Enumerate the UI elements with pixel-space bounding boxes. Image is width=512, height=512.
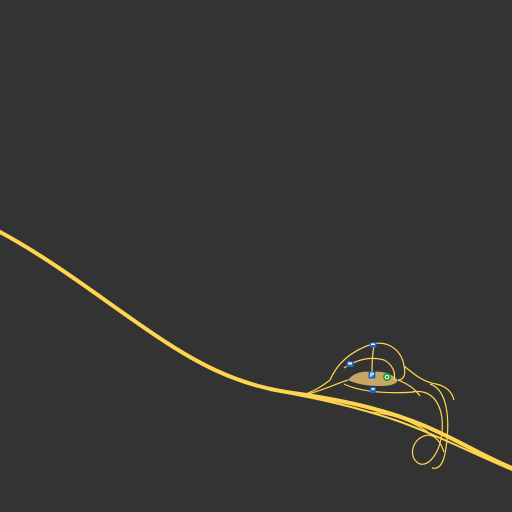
ramp-east-loop: [411, 390, 445, 465]
connector-road: [299, 379, 331, 397]
poi-fuel[interactable]: [370, 387, 376, 393]
bus-icon-glyph: [371, 343, 375, 345]
poi-parking[interactable]: P: [368, 371, 376, 380]
service-road-south: [343, 383, 415, 394]
local-road-east: [403, 365, 455, 401]
parking-icon: [368, 371, 376, 379]
motorway: [0, 230, 512, 471]
parking-label: P: [370, 372, 375, 379]
ramp-east-outer: [429, 383, 449, 469]
fuel-icon-glyph: [371, 388, 375, 390]
poi-car[interactable]: [346, 361, 354, 367]
local-road-north: [329, 342, 406, 381]
ramp-entry: [397, 379, 421, 397]
recycling-icon-glyph: [384, 374, 390, 380]
poi-recycling[interactable]: [383, 373, 391, 381]
recycling-icon: [383, 373, 391, 381]
motorway-carriageway-north: [0, 230, 512, 470]
local-road-inner: [343, 357, 396, 381]
parallel-road-south: [369, 411, 429, 433]
fuel-icon: [370, 387, 376, 393]
motorway-carriageway-south: [269, 389, 512, 471]
poi-bus[interactable]: [369, 342, 377, 348]
car-icon-glyph: [348, 362, 352, 365]
